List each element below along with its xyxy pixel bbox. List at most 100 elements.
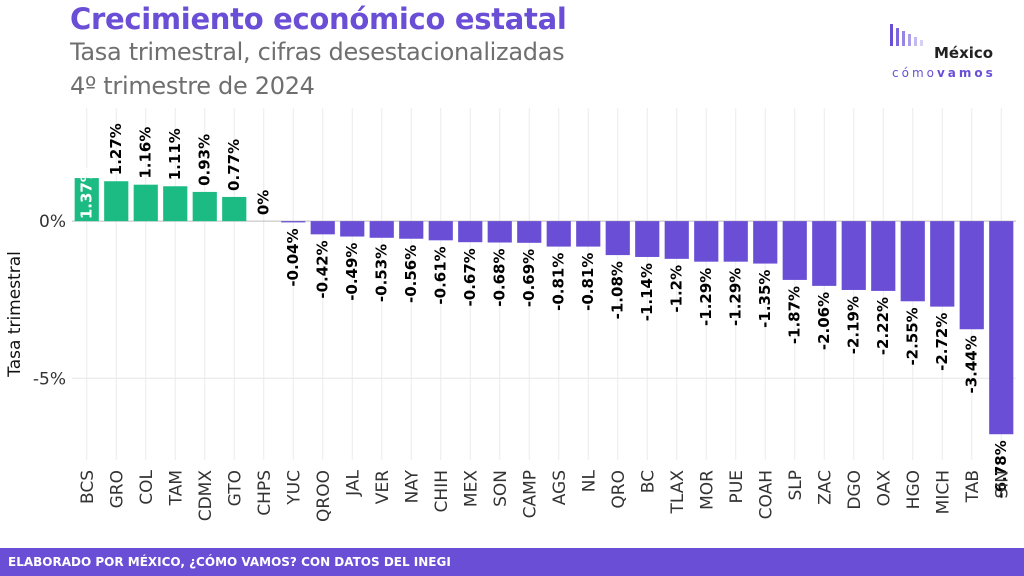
data-label: -2.06% (815, 292, 833, 350)
x-tick-label: NL (579, 469, 599, 492)
logo-bars-icon (890, 24, 923, 46)
y-tick-label: -5% (33, 369, 66, 389)
bar-nay (399, 221, 424, 239)
bar-pue (723, 221, 748, 262)
data-label: -2.72% (933, 313, 951, 371)
bar-hgo (900, 221, 925, 302)
data-label: -1.29% (697, 268, 715, 326)
x-tick-label: SIN (992, 470, 1012, 499)
data-label: -6.78% (992, 440, 1010, 498)
data-label: -0.42% (314, 240, 332, 298)
mexico-como-vamos-logo: México cómovamos (888, 22, 1008, 82)
chart-subtitle: Tasa trimestral, cifras desestacionaliza… (70, 38, 565, 66)
logo-tagline-bold: vamos (936, 66, 996, 80)
bar-cdmx (192, 191, 217, 222)
data-label: -0.56% (402, 245, 420, 303)
data-label: -0.69% (520, 249, 538, 307)
bar-chih (428, 221, 453, 241)
x-tick-label: DGO (845, 470, 865, 510)
x-tick-label: COAH (756, 470, 776, 519)
bar-yuc (281, 221, 306, 223)
x-tick-label: TAB (963, 470, 983, 503)
x-tick-label: TAM (166, 470, 186, 506)
bar-ver (369, 221, 394, 238)
bar-dgo (841, 221, 866, 290)
bar-son (487, 221, 512, 243)
data-label: 1.11% (166, 128, 184, 180)
data-label: -1.08% (609, 261, 627, 319)
bar-qroo (310, 221, 335, 235)
bar-tab (959, 221, 984, 330)
data-label: -0.61% (432, 246, 450, 304)
x-tick-label: ZAC (815, 470, 835, 505)
x-tick-label: HGO (904, 470, 924, 509)
data-label: -1.35% (756, 270, 774, 328)
x-tick-label: BC (638, 470, 658, 493)
bar-gro (104, 181, 129, 222)
x-tick-label: BCS (78, 470, 98, 504)
x-tick-label: CDMX (196, 470, 216, 522)
chart-title: Crecimiento económico estatal (70, 2, 567, 36)
bar-camp (517, 221, 542, 243)
x-tick-label: TLAX (668, 470, 688, 515)
footer-source: ELABORADO POR MÉXICO, ¿CÓMO VAMOS? CON D… (8, 555, 451, 569)
bar-coah (753, 221, 778, 264)
data-label: -1.87% (786, 286, 804, 344)
x-tick-label: CHPS (255, 470, 275, 516)
logo-tagline-light: cómo (892, 66, 937, 80)
data-label: -0.81% (579, 253, 597, 311)
bar-nl (576, 221, 601, 247)
x-tick-label: QROO (314, 470, 334, 522)
x-tick-label: MEX (461, 470, 481, 507)
bar-ags (546, 221, 571, 247)
data-label: 1.37% (78, 167, 96, 219)
data-label: -2.22% (874, 297, 892, 355)
x-tick-label: OAX (874, 470, 894, 507)
x-tick-label: YUC (284, 470, 304, 506)
x-tick-label: GTO (225, 470, 245, 506)
bar-qro (605, 221, 630, 256)
x-tick-label: SON (491, 470, 511, 507)
x-tick-label: QRO (609, 470, 629, 509)
data-label: -2.55% (904, 307, 922, 365)
x-tick-label: GRO (107, 470, 127, 508)
data-label: -3.44% (963, 335, 981, 393)
footer-bar: ELABORADO POR MÉXICO, ¿CÓMO VAMOS? CON D… (0, 548, 1024, 576)
bar-jal (340, 221, 365, 237)
bar-tam (163, 186, 188, 222)
data-label: 0.77% (225, 139, 243, 191)
chart-period: 4º trimestre de 2024 (70, 72, 315, 100)
bar-oax (871, 221, 896, 291)
data-label: -1.14% (638, 263, 656, 321)
bar-zac (812, 221, 837, 286)
y-axis-label: Tasa trimestral (5, 251, 25, 378)
data-label: -0.04% (284, 228, 302, 286)
bar-mor (694, 221, 719, 262)
data-label: -0.49% (343, 243, 361, 301)
y-tick-label: 0% (39, 212, 66, 232)
bar-col (133, 184, 158, 222)
x-tick-label: COL (137, 469, 157, 504)
x-tick-label: VER (373, 470, 393, 504)
x-tick-label: MICH (933, 470, 953, 514)
x-tick-label: CHIH (432, 470, 452, 512)
data-label: -2.19% (845, 296, 863, 354)
x-tick-label: NAY (402, 469, 422, 503)
bar-tlax (664, 221, 689, 259)
data-label: 0% (255, 190, 273, 215)
data-label: -0.67% (461, 248, 479, 306)
bar-gto (222, 196, 247, 222)
logo-word: México (934, 44, 994, 62)
bar-slp (782, 221, 807, 280)
data-label: -0.68% (491, 249, 509, 307)
logo-tagline: cómovamos (892, 66, 996, 80)
data-label: -0.53% (373, 244, 391, 302)
data-label: -1.29% (727, 268, 745, 326)
bar-sin (989, 221, 1014, 435)
data-label: 1.16% (137, 127, 155, 179)
x-tick-label: SLP (786, 470, 806, 501)
x-tick-label: JAL (343, 469, 363, 496)
data-label: -0.81% (550, 253, 568, 311)
x-tick-label: AGS (550, 470, 570, 505)
x-tick-label: CAMP (520, 470, 540, 518)
